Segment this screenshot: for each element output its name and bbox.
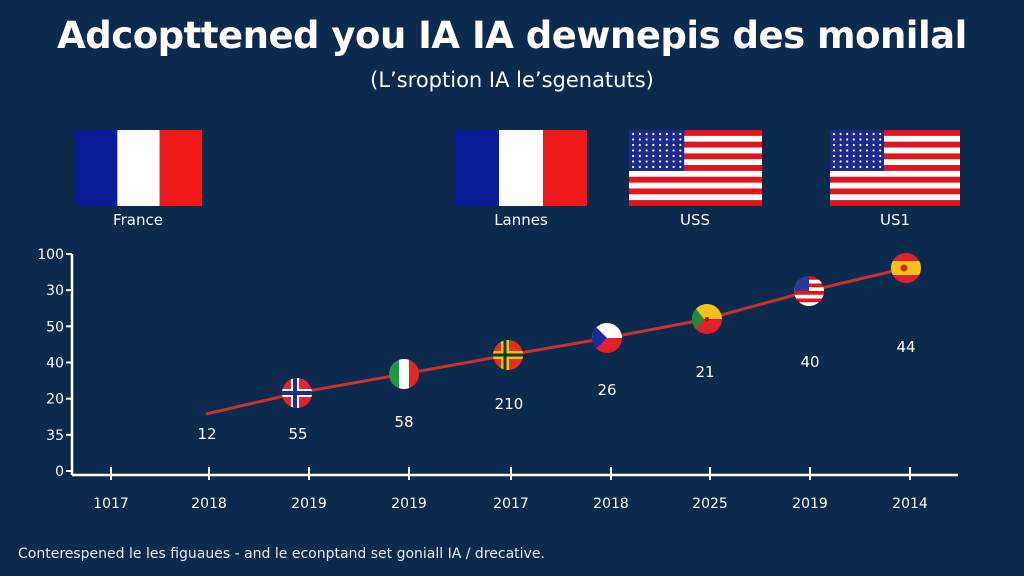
x-tick-label: 2014 [892,496,928,512]
data-label: 40 [800,353,819,371]
x-tick-label: 2019 [792,496,828,512]
chart-subtitle: (L’sroption IA le’sgenatuts) [370,68,654,92]
footer-note: Conterespened le les figuaues - and le e… [18,546,545,562]
data-point-czech [592,323,622,353]
x-tick-label: 2019 [291,496,327,512]
y-tick-label: 35 [46,428,64,444]
flag-label-france: France [113,211,163,229]
data-point-norway [282,378,312,408]
france-flag-icon [75,130,202,206]
y-tick-label: 30 [46,283,64,299]
x-tick-label: 2018 [593,496,629,512]
data-label: 210 [495,395,524,413]
x-tick-label: 2025 [692,496,728,512]
series-line [205,266,907,416]
flag-label-lannes: Lannes [494,211,548,229]
usa-flag-icon [629,130,762,206]
data-point-italy [389,359,419,389]
flag-label-us1: US1 [879,211,911,229]
data-point-green-yellow-red [692,304,722,334]
x-tick-label: 1017 [93,496,129,512]
x-tick-label: 2017 [493,496,529,512]
y-tick-label: 20 [46,392,64,408]
y-tick-label: 100 [37,247,64,263]
data-label: 26 [597,381,616,399]
data-label: 44 [896,338,915,356]
x-tick-label: 2018 [191,496,227,512]
data-label: 58 [394,413,413,431]
chart-title: Adcopttened you IA IA dewnepis des monil… [57,14,967,57]
y-tick-label: 40 [46,356,64,372]
france-flag-icon [455,130,587,206]
y-tick-label: 0 [55,464,64,480]
data-label: 55 [288,425,307,443]
x-tick-label: 2019 [391,496,427,512]
data-point-spain [891,253,921,283]
flag-label-uss: USS [679,211,711,229]
usa-flag-icon [830,130,960,206]
data-label: 12 [197,425,216,443]
data-label: 21 [695,363,714,381]
data-point-cross-yellow-green [493,340,523,370]
data-point-usa [794,276,824,306]
y-tick-label: 50 [46,319,64,335]
